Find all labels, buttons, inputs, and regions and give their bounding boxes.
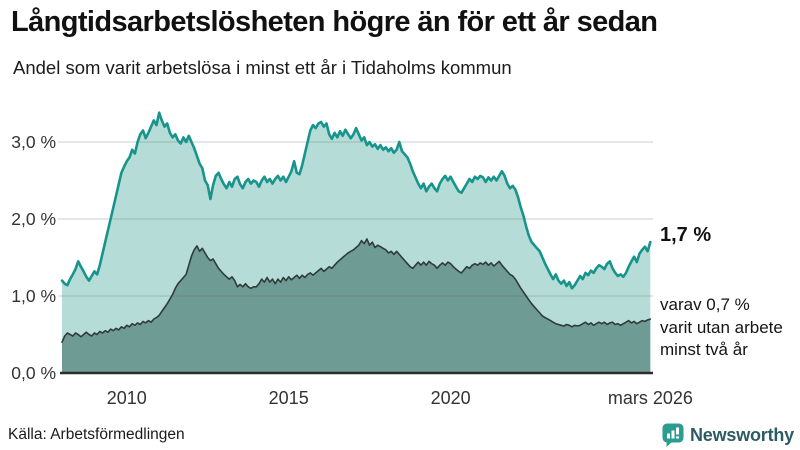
annotation-line-3: minst två år	[660, 340, 748, 359]
unemployment-area-chart: 0,0 % 1,0 % 2,0 % 3,0 % 2010 2015 2020 mars 202…	[11, 111, 693, 408]
y-tick-label: 2,0 %	[11, 209, 56, 229]
two-year-series-area	[62, 239, 651, 373]
x-tick-label: mars 2026	[608, 388, 693, 408]
y-tick-label: 0,0 %	[11, 363, 56, 383]
y-tick-label: 3,0 %	[11, 132, 56, 152]
page-title: Långtidsarbetslösheten högre än för ett …	[11, 6, 658, 38]
x-tick-label: 2020	[431, 388, 471, 408]
newsworthy-wordmark: Newsworthy	[689, 425, 794, 445]
newsworthy-bubble-chart-icon	[662, 423, 684, 447]
latest-value-label: 1,7 %	[660, 224, 712, 246]
x-tick-label: 2010	[107, 388, 147, 408]
chart-subtitle: Andel som varit arbetslösa i minst ett å…	[13, 57, 512, 78]
y-tick-label: 1,0 %	[11, 286, 56, 306]
two-year-series-line	[61, 238, 652, 343]
newsworthy-logo: Newsworthy	[662, 423, 794, 448]
two-year-annotation: varav 0,7 % varit utan arbete minst två …	[660, 294, 783, 362]
annotation-line-2: varit utan arbete	[660, 317, 783, 337]
annotation-line-1: varav 0,7 %	[660, 295, 750, 314]
source-label: Källa: Arbetsförmedlingen	[8, 426, 185, 443]
total-series-line	[60, 111, 652, 290]
x-tick-label: 2015	[269, 388, 309, 408]
